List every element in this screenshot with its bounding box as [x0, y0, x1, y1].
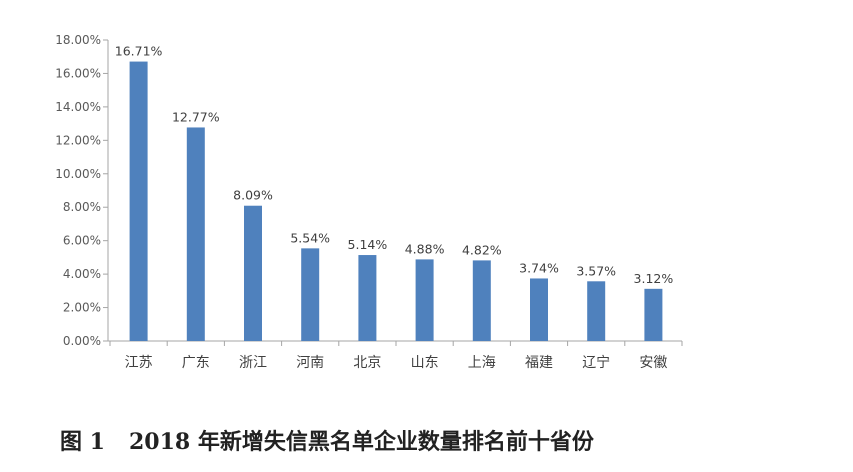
data-label: 5.14% — [348, 237, 388, 252]
data-label: 16.71% — [115, 44, 163, 59]
figure-caption: 图 1 2018 年新增失信黑名单企业数量排名前十省份 — [60, 424, 594, 456]
x-axis: 江苏 广东 浙江 河南 北京 山东 上海 福建 辽宁 安徽 — [108, 340, 683, 371]
y-tick-label: 8.00% — [63, 200, 101, 214]
x-tick-label: 广东 — [182, 355, 210, 371]
data-label: 3.57% — [576, 263, 616, 278]
bar — [644, 288, 663, 341]
data-label: 4.88% — [405, 241, 445, 256]
data-labels: 16.71% 12.77% 8.09% 5.54% 5.14% 4.88% 4.82% 3.7… — [115, 44, 674, 286]
bar — [358, 255, 377, 341]
x-tick-label: 辽宁 — [582, 354, 610, 371]
data-label: 3.12% — [634, 271, 674, 286]
bar-chart: 0.00% 2.00% 4.00% 6.00% 8.00% 10.00% 12.00% 14.… — [55, 33, 683, 371]
y-axis: 0.00% 2.00% 4.00% 6.00% 8.00% 10.00% 12.00% 14.… — [55, 33, 109, 348]
x-tick-label: 上海 — [468, 355, 496, 371]
bar — [244, 205, 262, 341]
figure-number: 图 1 — [60, 429, 105, 455]
data-label: 12.77% — [172, 109, 220, 124]
y-tick-label: 10.00% — [55, 167, 101, 181]
y-tick-label: 14.00% — [55, 100, 101, 114]
bar — [301, 248, 320, 341]
y-tick-label: 18.00% — [55, 33, 101, 47]
x-tick-label: 福建 — [525, 355, 553, 371]
data-label: 3.74% — [519, 260, 559, 275]
x-tick-label: 浙江 — [239, 355, 267, 371]
y-tick-label: 2.00% — [63, 301, 101, 315]
bar — [129, 61, 148, 342]
x-tick-label: 安徽 — [639, 355, 667, 371]
figure-caption-text: 2018 年新增失信黑名单企业数量排名前十省份 — [128, 429, 594, 455]
data-label: 5.54% — [290, 230, 330, 245]
x-tick-label: 山东 — [411, 355, 439, 371]
y-tick-label: 16.00% — [55, 66, 101, 80]
y-tick-label: 6.00% — [63, 234, 101, 248]
x-tick-label: 江苏 — [125, 355, 153, 371]
y-tick-label: 0.00% — [63, 334, 101, 348]
x-tick-label: 北京 — [353, 355, 381, 371]
bars — [129, 61, 663, 342]
x-tick-label: 河南 — [296, 355, 324, 371]
bar — [530, 278, 548, 341]
bar — [186, 127, 205, 342]
data-label: 8.09% — [233, 188, 273, 203]
bar — [415, 259, 434, 341]
y-tick-label: 12.00% — [55, 133, 101, 147]
data-label: 4.82% — [462, 242, 502, 257]
y-tick-label: 4.00% — [63, 267, 101, 281]
bar — [472, 260, 491, 341]
bar — [587, 281, 606, 341]
